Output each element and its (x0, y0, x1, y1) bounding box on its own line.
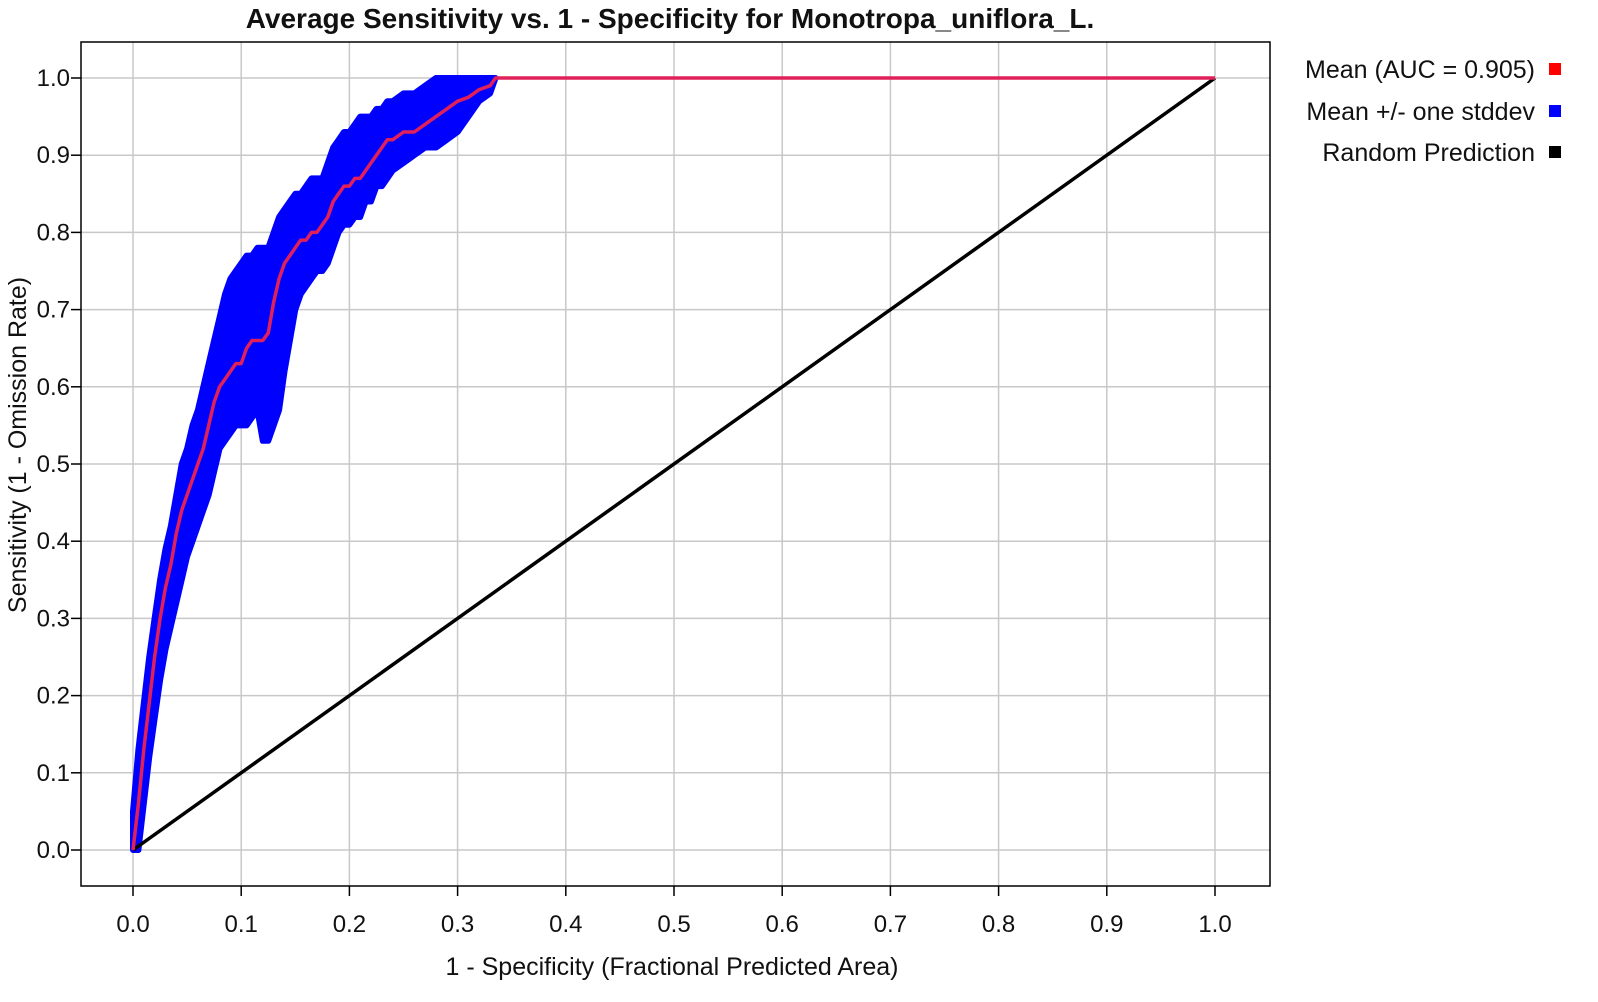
random-prediction-line (131, 76, 1217, 852)
x-tick-label: 0.5 (657, 911, 690, 938)
x-tick-label: 0.0 (116, 911, 149, 938)
legend-swatch (1549, 146, 1561, 158)
x-tick-label: 1.0 (1198, 911, 1231, 938)
x-tick-label: 0.3 (441, 911, 474, 938)
y-tick-label: 0.9 (37, 142, 70, 169)
legend-label: Mean +/- one stddev (1306, 98, 1535, 126)
legend-swatch (1549, 63, 1561, 75)
x-tick-label: 0.6 (766, 911, 799, 938)
y-tick-label: 0.8 (37, 219, 70, 246)
y-tick-label: 1.0 (37, 65, 70, 92)
chart-title: Average Sensitivity vs. 1 - Specificity … (246, 3, 1095, 34)
series-lines (131, 76, 1217, 852)
x-tick-label: 0.1 (225, 911, 258, 938)
y-tick-label: 0.7 (37, 297, 70, 324)
y-axis-label: Sensitivity (1 - Omission Rate) (4, 277, 32, 613)
y-tick-label: 0.4 (37, 528, 70, 555)
x-tick-label: 0.4 (549, 911, 582, 938)
mean-line (131, 76, 1215, 851)
y-axis-ticks: 0.0 0.1 0.2 0.3 0.4 0.5 0.6 0.7 0.8 0.9 1.0 (37, 65, 81, 864)
x-tick-label: 0.8 (982, 911, 1015, 938)
x-tick-label: 0.2 (333, 911, 366, 938)
x-axis-label: 1 - Specificity (Fractional Predicted Ar… (446, 953, 899, 981)
x-tick-label: 0.9 (1090, 911, 1123, 938)
legend-swatch (1549, 105, 1561, 117)
legend-label: Random Prediction (1322, 139, 1535, 167)
y-tick-label: 0.1 (37, 760, 70, 787)
y-tick-label: 0.5 (37, 451, 70, 478)
y-tick-label: 0.6 (37, 374, 70, 401)
x-axis-ticks: 0.0 0.1 0.2 0.3 0.4 0.5 0.6 0.7 0.8 0.9 1.0 (116, 886, 1232, 938)
legend: Mean (AUC = 0.905) Mean +/- one stddev Ran… (1305, 56, 1561, 167)
y-tick-label: 0.0 (37, 837, 70, 864)
x-tick-label: 0.7 (874, 911, 907, 938)
y-tick-label: 0.2 (37, 683, 70, 710)
y-tick-label: 0.3 (37, 605, 70, 632)
legend-label: Mean (AUC = 0.905) (1305, 56, 1535, 84)
